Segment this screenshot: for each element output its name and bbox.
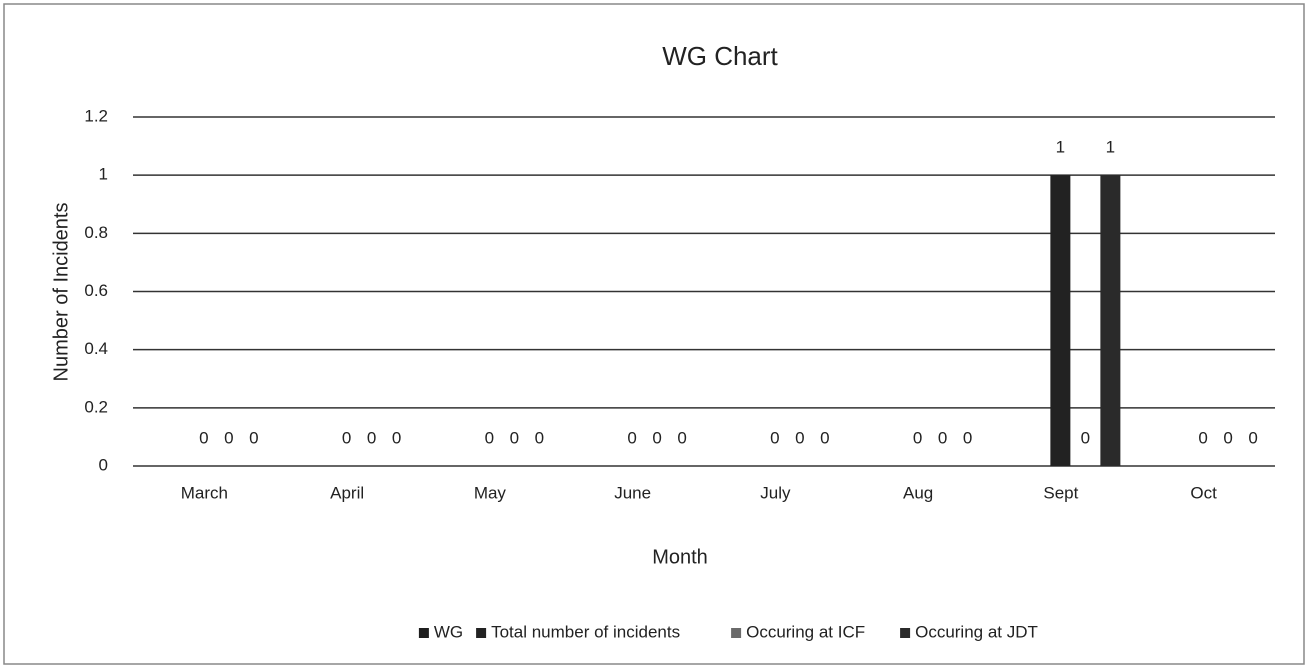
y-tick-label: 0 — [99, 455, 108, 474]
x-axis-title: Month — [652, 546, 708, 568]
chart-title: WG Chart — [662, 41, 778, 71]
data-label: 0 — [938, 428, 947, 447]
legend-label: Total number of incidents — [491, 622, 680, 641]
data-label: 0 — [535, 428, 544, 447]
data-label: 0 — [627, 428, 636, 447]
data-label: 0 — [913, 428, 922, 447]
legend-swatch — [900, 628, 911, 638]
data-label: 0 — [1081, 428, 1090, 447]
y-tick-label: 0.4 — [84, 339, 108, 358]
legend-label: Occuring at JDT — [915, 622, 1038, 641]
legend-swatch — [731, 628, 742, 638]
data-label: 0 — [199, 428, 208, 447]
bar — [1100, 175, 1121, 466]
y-tick-label: 0.8 — [84, 223, 108, 242]
data-label: 1 — [1106, 138, 1115, 157]
data-label: 0 — [249, 428, 258, 447]
x-tick-label: Sept — [1043, 483, 1078, 502]
legend-swatch — [418, 628, 429, 638]
x-tick-label: May — [474, 483, 507, 502]
data-label: 0 — [224, 428, 233, 447]
data-label: 0 — [1248, 428, 1257, 447]
y-tick-label: 1 — [99, 165, 108, 184]
legend-label: Occuring at ICF — [746, 622, 865, 641]
x-tick-label: Oct — [1190, 483, 1217, 502]
y-tick-label: 0.6 — [84, 281, 108, 300]
x-tick-label: Aug — [903, 483, 933, 502]
y-axis-title: Number of Incidents — [50, 203, 72, 382]
data-label: 0 — [1223, 428, 1232, 447]
data-label: 0 — [1198, 428, 1207, 447]
x-tick-label: March — [181, 483, 228, 502]
data-label: 0 — [770, 428, 779, 447]
chart-border — [3, 3, 1305, 665]
data-label: 0 — [510, 428, 519, 447]
x-tick-label: April — [330, 483, 364, 502]
x-tick-label: June — [614, 483, 651, 502]
data-label: 0 — [392, 428, 401, 447]
data-label: 0 — [677, 428, 686, 447]
bar — [1050, 175, 1071, 466]
data-label: 0 — [820, 428, 829, 447]
data-label: 0 — [367, 428, 376, 447]
y-tick-label: 0.2 — [84, 397, 108, 416]
x-tick-label: July — [760, 483, 791, 502]
data-label: 0 — [795, 428, 804, 447]
data-label: 1 — [1056, 138, 1065, 157]
legend-swatch — [476, 628, 487, 638]
data-label: 0 — [652, 428, 661, 447]
data-label: 0 — [485, 428, 494, 447]
data-label: 0 — [963, 428, 972, 447]
legend-label: WG — [434, 622, 463, 641]
data-label: 0 — [342, 428, 351, 447]
y-tick-label: 1.2 — [84, 106, 108, 125]
